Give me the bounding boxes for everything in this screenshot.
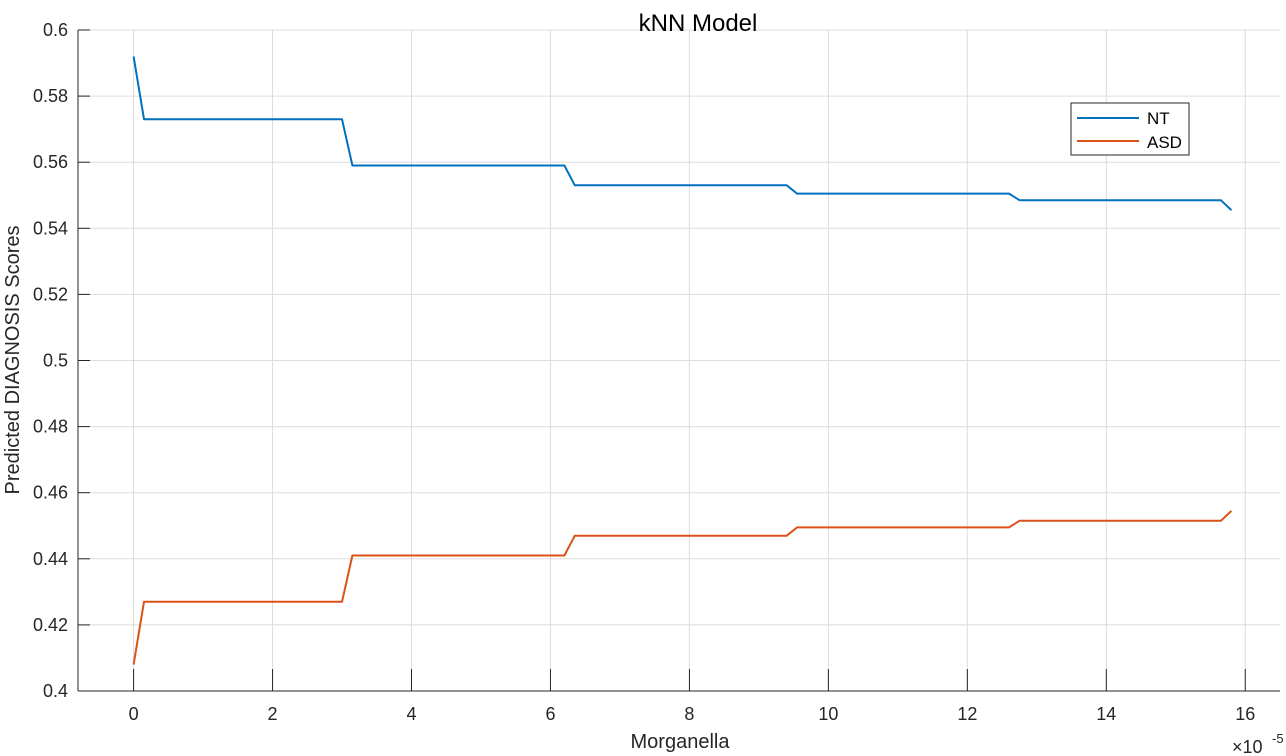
- y-tick-label: 0.54: [33, 218, 68, 238]
- x-exponent-power: -5: [1272, 731, 1284, 746]
- x-exponent-label: ×10: [1232, 737, 1263, 756]
- legend-box: [1070, 102, 1190, 156]
- y-tick-label: 0.4: [43, 681, 68, 701]
- y-tick-label: 0.58: [33, 86, 68, 106]
- series-lines: [132, 56, 1233, 665]
- x-tick-label: 14: [1096, 704, 1116, 724]
- x-tick-label: 4: [406, 704, 416, 724]
- legend-label-nt: NT: [1147, 109, 1170, 128]
- grid: [78, 29, 1280, 692]
- x-axis-ticks: 0 2 4 6 8 10 12 14 16: [129, 669, 1255, 724]
- y-axis-ticks: 0.4 0.42 0.44 0.46 0.48 0.5 0.52 0.54 0.56 0.58 0.…: [33, 20, 90, 701]
- x-tick-label: 16: [1235, 704, 1255, 724]
- x-tick-label: 2: [268, 704, 278, 724]
- chart-title: kNN Model: [639, 10, 758, 37]
- y-tick-label: 0.48: [33, 417, 68, 437]
- x-tick-label: 12: [957, 704, 977, 724]
- legend: NT ASD: [1070, 102, 1190, 156]
- y-tick-label: 0.46: [33, 483, 68, 503]
- y-tick-label: 0.6: [43, 20, 68, 40]
- x-tick-label: 8: [684, 704, 694, 724]
- y-tick-label: 0.56: [33, 152, 68, 172]
- legend-label-asd: ASD: [1147, 133, 1182, 152]
- x-tick-label: 6: [545, 704, 555, 724]
- x-axis-title: Morganella: [631, 731, 731, 753]
- y-axis-title: Predicted DIAGNOSIS Scores: [2, 226, 24, 495]
- series-line-asd: [132, 510, 1233, 665]
- x-tick-label: 10: [818, 704, 838, 724]
- y-tick-label: 0.44: [33, 549, 68, 569]
- series-line-nt: [132, 56, 1233, 211]
- y-tick-label: 0.42: [33, 615, 68, 635]
- y-tick-label: 0.5: [43, 351, 68, 371]
- x-tick-label: 0: [129, 704, 139, 724]
- y-tick-label: 0.52: [33, 284, 68, 304]
